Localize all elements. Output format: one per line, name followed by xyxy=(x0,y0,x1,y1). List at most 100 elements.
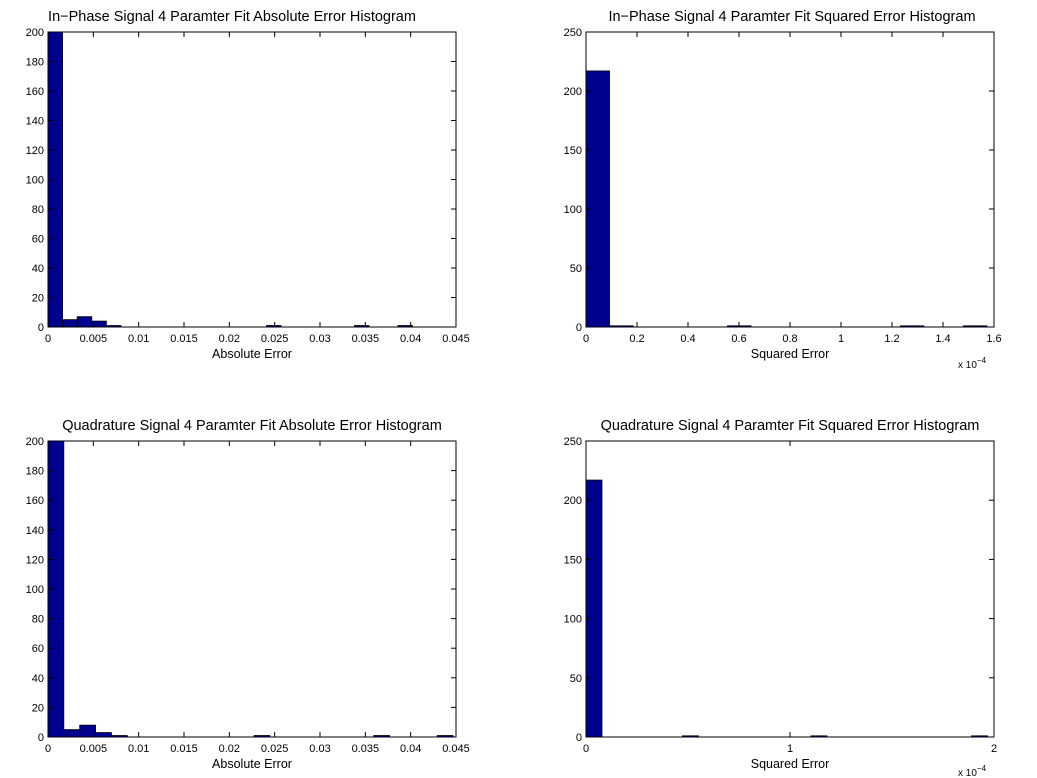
histogram-bar xyxy=(47,440,65,738)
x-tick-label: 0.03 xyxy=(309,743,330,755)
x-tick-label: 0.04 xyxy=(400,333,421,345)
x-tick-label: 1 xyxy=(838,333,844,345)
x-tick-label: 0.04 xyxy=(400,743,421,755)
y-tick-label: 160 xyxy=(26,495,44,507)
histogram-bar xyxy=(62,319,78,328)
histogram-bar xyxy=(373,735,390,738)
histogram-bar xyxy=(76,316,93,328)
histogram-bar xyxy=(63,729,81,738)
x-axis-exponent: x 10−4 xyxy=(958,764,987,778)
x-tick-group: 0 1 2 xyxy=(583,441,997,755)
y-tick-label: 100 xyxy=(26,175,44,187)
x-tick-label: 0.01 xyxy=(128,333,149,345)
y-tick-label: 0 xyxy=(576,732,582,744)
histogram-bar xyxy=(397,325,413,328)
plot-frame xyxy=(585,440,995,738)
chart-title: In−Phase Signal 4 Paramter Fit Absolute … xyxy=(48,9,416,25)
x-tick-label: 0.035 xyxy=(352,333,380,345)
x-exponent-power: −4 xyxy=(977,356,987,365)
x-tick-label: 0.015 xyxy=(170,333,198,345)
y-tick-label: 250 xyxy=(564,436,582,448)
y-tick-group: 0 50 100 150 200 250 xyxy=(564,436,994,744)
histogram-bar xyxy=(95,732,112,738)
x-tick-label: 0.01 xyxy=(128,743,149,755)
x-tick-label: 0.02 xyxy=(219,333,240,345)
y-tick-label: 100 xyxy=(564,614,582,626)
x-tick-label: 0.005 xyxy=(80,333,108,345)
y-tick-label: 140 xyxy=(26,116,44,128)
x-tick-label: 0.045 xyxy=(442,743,470,755)
x-tick-label: 0.6 xyxy=(731,333,746,345)
y-tick-label: 100 xyxy=(26,584,44,596)
x-tick-label: 0.035 xyxy=(352,743,380,755)
x-tick-label: 0.02 xyxy=(219,743,240,755)
y-tick-label: 200 xyxy=(564,495,582,507)
plot-frame xyxy=(585,31,995,328)
x-tick-group: 0 0.005 0.01 0.015 0.02 0.025 0.03 0.035 0.04 0.0… xyxy=(45,32,470,345)
y-tick-label: 0 xyxy=(576,322,582,334)
x-tick-label: 1 xyxy=(787,743,793,755)
y-tick-label: 80 xyxy=(32,614,44,626)
y-tick-label: 40 xyxy=(32,263,44,275)
x-tick-label: 2 xyxy=(991,743,997,755)
y-tick-label: 50 xyxy=(570,263,582,275)
y-tick-label: 140 xyxy=(26,525,44,537)
x-tick-label: 0.025 xyxy=(261,333,289,345)
y-tick-label: 180 xyxy=(26,466,44,478)
histogram-bar xyxy=(436,735,454,738)
panel-quadrature-absolute: Quadrature Signal 4 Paramter Fit Absolut… xyxy=(26,418,470,771)
histogram-bar xyxy=(105,325,122,328)
x-tick-label: 1.4 xyxy=(935,333,950,345)
x-tick-label: 0 xyxy=(45,743,51,755)
y-tick-label: 0 xyxy=(38,322,44,334)
x-tick-label: 0.025 xyxy=(261,743,289,755)
bar-group xyxy=(47,31,413,328)
y-tick-label: 250 xyxy=(564,27,582,39)
x-tick-label: 0 xyxy=(45,333,51,345)
histogram-bar xyxy=(682,735,699,738)
x-tick-label: 0.8 xyxy=(782,333,797,345)
histogram-bar xyxy=(609,325,634,328)
plot-frame xyxy=(47,440,457,738)
chart-title: Quadrature Signal 4 Paramter Fit Absolut… xyxy=(62,418,442,434)
x-tick-label: 1.2 xyxy=(884,333,899,345)
x-axis-label: Squared Error xyxy=(751,757,830,771)
x-tick-group: 0 0.005 0.01 0.015 0.02 0.025 0.03 0.035 0.04 0.0… xyxy=(45,441,470,755)
x-exponent-base: x 10 xyxy=(958,360,977,371)
x-exponent-power: −4 xyxy=(977,764,987,773)
bar-group xyxy=(585,479,988,738)
panel-quadrature-squared: Quadrature Signal 4 Paramter Fit Squared… xyxy=(564,418,997,778)
histogram-bar xyxy=(79,724,96,738)
histogram-bar xyxy=(810,735,828,738)
y-tick-label: 150 xyxy=(564,554,582,566)
y-tick-label: 80 xyxy=(32,204,44,216)
y-tick-group: 0 20 40 60 80 100 120 140 160 180 200 xyxy=(26,27,456,334)
x-tick-label: 0.03 xyxy=(309,333,330,345)
y-tick-label: 100 xyxy=(564,204,582,216)
plot-frame xyxy=(47,31,457,328)
x-tick-label: 0 xyxy=(583,743,589,755)
y-tick-label: 50 xyxy=(570,673,582,685)
y-tick-group: 0 50 100 150 200 250 xyxy=(564,27,994,334)
y-tick-label: 200 xyxy=(26,436,44,448)
panel-inphase-squared: In−Phase Signal 4 Paramter Fit Squared E… xyxy=(564,9,1002,371)
histogram-bar xyxy=(585,479,603,738)
histogram-bar xyxy=(111,735,128,738)
panel-inphase-absolute: In−Phase Signal 4 Paramter Fit Absolute … xyxy=(26,9,470,361)
y-tick-label: 160 xyxy=(26,86,44,98)
y-tick-label: 120 xyxy=(26,145,44,157)
y-tick-group: 0 20 40 60 80 100 120 140 160 180 200 xyxy=(26,436,456,744)
histogram-bar xyxy=(354,325,370,328)
x-tick-label: 0 xyxy=(583,333,589,345)
chart-title: Quadrature Signal 4 Paramter Fit Squared… xyxy=(601,418,980,434)
y-tick-label: 200 xyxy=(26,27,44,39)
y-tick-label: 40 xyxy=(32,673,44,685)
bar-group xyxy=(585,70,988,328)
y-tick-label: 200 xyxy=(564,86,582,98)
x-tick-label: 0.2 xyxy=(629,333,644,345)
x-axis-label: Absolute Error xyxy=(212,347,292,361)
chart-title: In−Phase Signal 4 Paramter Fit Squared E… xyxy=(608,9,975,25)
x-tick-label: 0.005 xyxy=(80,743,108,755)
y-tick-label: 20 xyxy=(32,293,44,305)
x-tick-label: 1.6 xyxy=(986,333,1001,345)
